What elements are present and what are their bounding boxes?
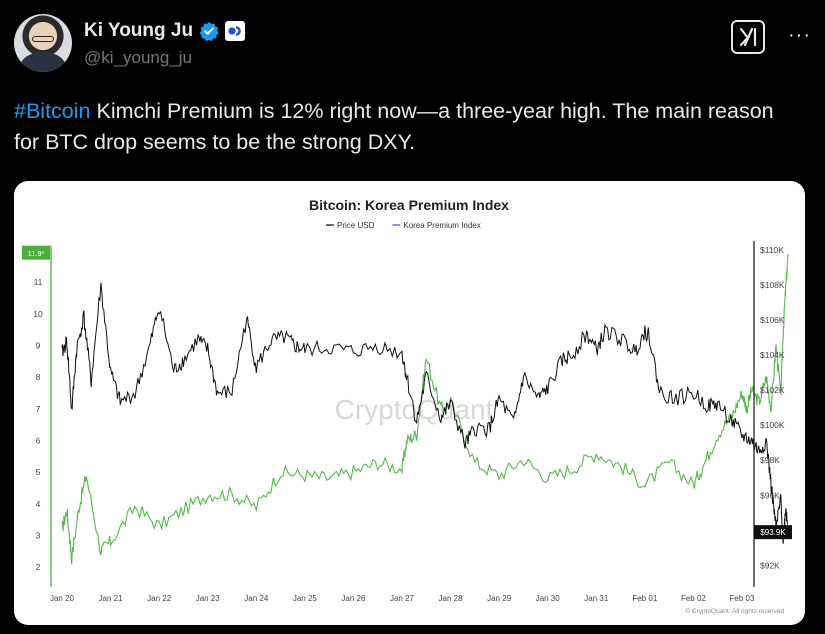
x-axis-tick-label: Jan 23	[196, 594, 221, 603]
left-axis-tick-label: 6	[36, 436, 41, 446]
chart-legend: Price USD Korea Premium Index	[326, 221, 481, 230]
author-display-name[interactable]: Ki Young Ju	[84, 20, 194, 41]
right-axis-callout-box	[754, 525, 792, 540]
x-axis-tick-label: Feb 03	[730, 594, 755, 603]
legend-item: Korea Premium Index	[403, 221, 480, 230]
left-axis-tick-label: 4	[36, 499, 41, 509]
legend-item: Price USD	[337, 221, 375, 230]
chart-axes: 23456789101111.9*$92K$94K$96K$98K$100K$1…	[22, 241, 792, 603]
avatar[interactable]	[14, 14, 72, 72]
right-axis-tick-label: $108K	[760, 280, 785, 290]
left-axis-tick-label: 5	[36, 467, 41, 477]
tweet-media-chart[interactable]: Bitcoin: Korea Premium Index Price USD Ko…	[14, 181, 805, 625]
chart-title: Bitcoin: Korea Premium Index	[309, 197, 509, 213]
right-axis-tick-label: $98K	[760, 455, 780, 465]
right-axis-tick-label: $100K	[760, 420, 785, 430]
right-axis-tick-label: $106K	[760, 315, 785, 325]
author-name-row: Ki Young Ju	[84, 20, 246, 42]
left-axis-tick-label: 7	[36, 404, 41, 414]
left-axis-tick-label: 3	[36, 531, 41, 541]
right-axis-tick-label: $110K	[760, 245, 784, 255]
x-axis-tick-label: Jan 20	[50, 594, 75, 603]
x-axis-tick-label: Jan 28	[439, 594, 464, 603]
left-axis-tick-label: 8	[36, 372, 41, 382]
left-axis-tick-label: 11	[34, 277, 43, 287]
grok-icon	[739, 27, 757, 47]
x-axis-tick-label: Jan 29	[487, 594, 512, 603]
x-axis-tick-label: Jan 21	[99, 594, 124, 603]
right-axis-callout: $93.9K	[760, 528, 786, 537]
chart-svg: Bitcoin: Korea Premium Index Price USD Ko…	[22, 197, 792, 615]
right-axis-tick-label: $102K	[760, 385, 785, 395]
price-series	[61, 282, 789, 544]
grok-button[interactable]	[731, 20, 765, 54]
tweet-header: Ki Young Ju @ki_young_ju ···	[14, 14, 811, 74]
left-axis-tick-label: 10	[33, 309, 43, 319]
chart-copyright: © CryptoQuant. All rights reserved	[685, 607, 784, 615]
x-axis-tick-label: Jan 27	[390, 594, 415, 603]
x-axis-tick-label: Feb 01	[632, 594, 657, 603]
right-axis-tick-label: $104K	[760, 350, 785, 360]
x-axis-tick-label: Jan 31	[584, 594, 609, 603]
tweet-body: Kimchi Premium is 12% right now—a three-…	[14, 99, 774, 154]
x-axis-tick-label: Jan 24	[244, 594, 269, 603]
x-axis-tick-label: Jan 25	[293, 594, 318, 603]
x-axis-tick-label: Feb 02	[681, 594, 706, 603]
x-axis-tick-label: Jan 30	[536, 594, 561, 603]
hashtag-link[interactable]: #Bitcoin	[14, 99, 91, 123]
x-axis-tick-label: Jan 26	[341, 594, 366, 603]
affiliate-badge-icon[interactable]	[225, 21, 246, 41]
price-line	[61, 282, 789, 544]
author-handle[interactable]: @ki_young_ju	[84, 48, 192, 67]
left-axis-tick-label: 2	[36, 562, 41, 572]
tweet-text: #Bitcoin Kimchi Premium is 12% right now…	[14, 96, 804, 158]
more-dots-icon[interactable]: ···	[788, 24, 811, 46]
left-axis-tick-label: 9	[36, 341, 41, 351]
x-axis-tick-label: Jan 22	[147, 594, 172, 603]
right-axis-tick-label: $96K	[760, 490, 780, 500]
right-axis-tick-label: $92K	[760, 560, 780, 570]
verified-check-icon	[199, 21, 219, 41]
left-axis-callout-box	[22, 245, 50, 260]
left-axis-callout: 11.9*	[28, 249, 45, 258]
